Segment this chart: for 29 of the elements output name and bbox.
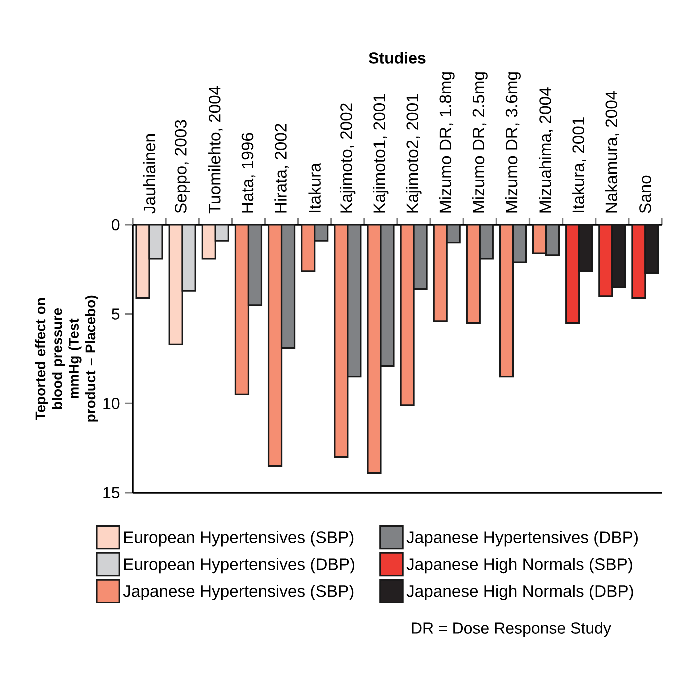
x-tick-label: Mizumo DR, 2.5mg [472,72,488,213]
text: DR = Dose Response Study [412,622,612,638]
y-tick-label: 0 [112,219,120,231]
y-tick-label: 15 [104,487,120,499]
x-tick-label: Hata, 1996 [242,133,256,213]
x-tick-label: Kajimoto1, 2001 [373,94,389,213]
x-tick-label: Jauhiainen [143,134,156,214]
y-axis-title: Teported effect on blood pressure mmHg (Test product – Placebo) [35,296,98,422]
y-tick-label: 5 [112,308,120,320]
legend-label: Japanese Hypertensives (SBP) [123,585,354,601]
legend-label: European Hypertensives (DBP) [124,558,355,574]
x-tick-label: Tuomilehto, 2004 [208,86,223,214]
x-tick-label: Seppo, 2003 [175,120,190,214]
x-tick-label: Hirata, 2002 [274,124,289,213]
x-tick-label: Kajimoto2, 2001 [406,94,422,213]
legend-label: Japanese Hypertensives (DBP) [406,531,638,547]
x-axis-title: Studies [369,52,426,64]
x-tick-label: Mizumo DR, 1.8mg [439,72,455,213]
legend-label: European Hypertensives (SBP) [124,531,354,547]
x-tick-label: Itakura [308,163,321,213]
x-tick-label: Mizumo DR, 3.6mg [505,72,521,213]
x-tick-label: Nakamura, 2004 [605,91,620,213]
x-tick-label: Mizuahima, 2004 [539,88,554,213]
x-tick-label: Kajimoto, 2002 [340,104,356,213]
legend-label: Japanese High Normals (DBP) [406,585,634,601]
x-tick-label: Itakura, 2001 [572,118,586,213]
y-tick-label: 10 [104,398,120,410]
x-tick-label: Sano [640,176,652,214]
legend-label: Japanese High Normals (SBP) [406,558,632,574]
